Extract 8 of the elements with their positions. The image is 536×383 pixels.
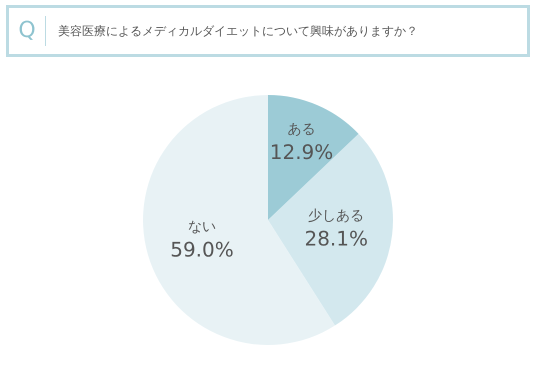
- chart-title: 美容医療によるメディカルダイエットについて興味がありますか？: [58, 22, 418, 40]
- slice-label: ある: [288, 122, 316, 138]
- text: Q: [9, 16, 46, 46]
- data-label: 59.0%: [170, 237, 234, 262]
- data-label: 28.1%: [304, 226, 368, 251]
- slice-label: 少しある: [308, 208, 364, 224]
- data-label: 12.9%: [270, 140, 334, 164]
- slice-label: ない: [188, 218, 216, 235]
